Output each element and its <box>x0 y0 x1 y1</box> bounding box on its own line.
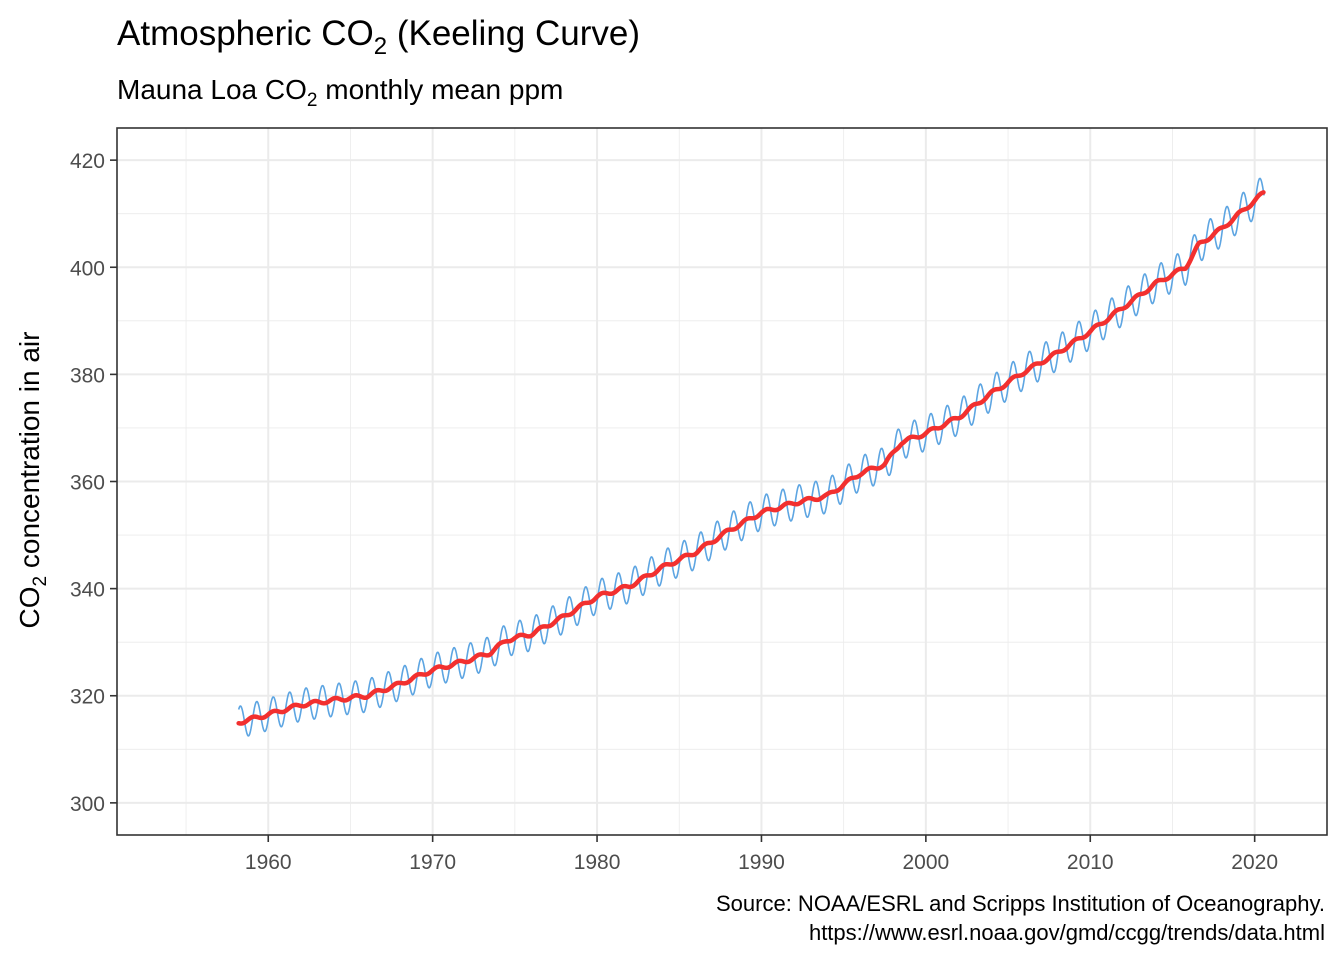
x-tick-label: 1960 <box>245 851 292 874</box>
trend-co2-line <box>236 190 1266 726</box>
x-axis: 1960 1970 1980 1990 2000 2010 2020 <box>245 835 1278 874</box>
y-tick-label: 400 <box>70 257 105 280</box>
caption-source: Source: NOAA/ESRL and Scripps Institutio… <box>716 891 1325 916</box>
y-tick-label: 300 <box>70 793 105 816</box>
y-tick-label: 340 <box>70 579 105 602</box>
x-tick-label: 1970 <box>409 851 456 874</box>
chart-title: Atmospheric CO2 (Keeling Curve) <box>117 14 640 60</box>
caption-url: https://www.esrl.noaa.gov/gmd/ccgg/trend… <box>809 920 1325 945</box>
x-tick-label: 2000 <box>902 851 949 874</box>
y-tick-label: 420 <box>70 150 105 173</box>
y-axis: 300 320 340 360 380 400 420 <box>70 150 117 816</box>
y-axis-label: CO2 concentration in air <box>14 332 51 629</box>
y-tick-label: 380 <box>70 364 105 387</box>
x-tick-label: 1990 <box>738 851 785 874</box>
x-tick-label: 2010 <box>1067 851 1114 874</box>
y-tick-label: 360 <box>70 472 105 495</box>
x-tick-label: 1980 <box>574 851 621 874</box>
x-tick-label: 2020 <box>1231 851 1278 874</box>
y-tick-label: 320 <box>70 686 105 709</box>
chart-subtitle: Mauna Loa CO2 monthly mean ppm <box>117 74 563 111</box>
plot-area <box>236 177 1266 737</box>
monthly-co2-line <box>237 177 1265 737</box>
